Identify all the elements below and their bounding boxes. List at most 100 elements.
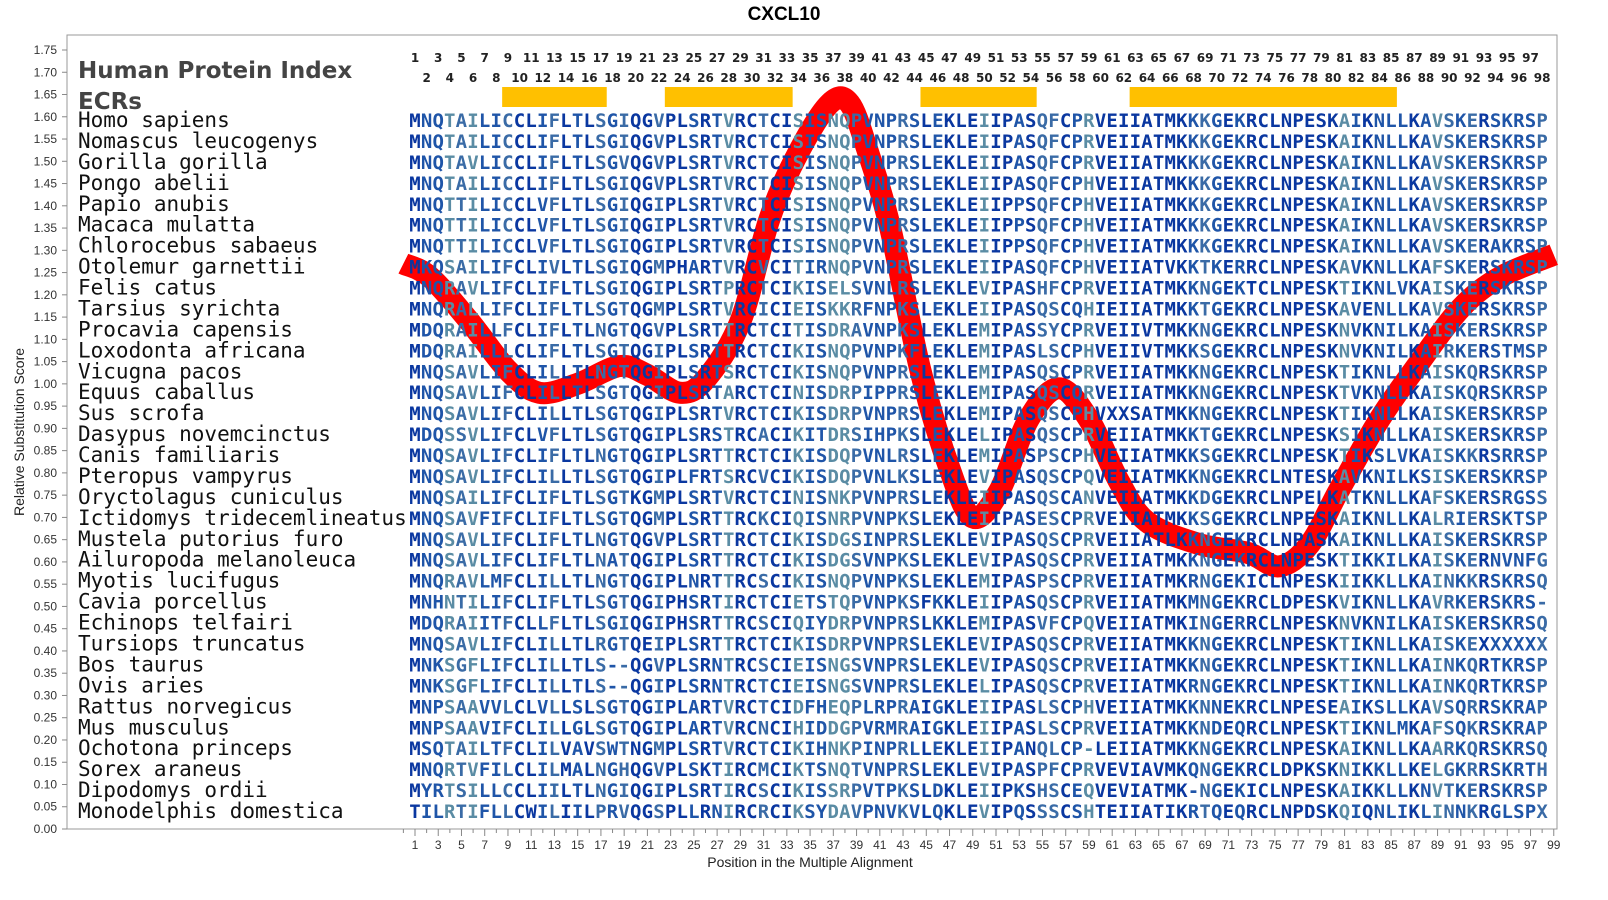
residue: K: [1327, 508, 1339, 530]
species-label: Echinops telfairi: [78, 611, 293, 635]
residue: P: [1536, 508, 1547, 530]
x-tick-label: 5: [458, 838, 465, 852]
residue: Q: [630, 675, 641, 697]
residue: P: [1292, 550, 1303, 572]
residue: K: [1409, 278, 1421, 300]
residue: I: [990, 592, 1001, 614]
residue: K: [793, 780, 805, 802]
residue: Q: [432, 403, 443, 425]
residue: I: [804, 236, 815, 258]
residue: L: [1385, 424, 1396, 446]
residue: P: [851, 738, 862, 760]
residue: S: [1048, 445, 1059, 467]
residue: L: [479, 215, 490, 237]
residue: E: [967, 110, 978, 132]
residue: S: [1048, 592, 1059, 614]
top-position-label: 23: [662, 51, 679, 65]
residue: A: [456, 152, 468, 174]
residue: L: [479, 403, 490, 425]
top-position-label: 37: [825, 51, 842, 65]
residue: T: [1339, 278, 1350, 300]
residue: S: [444, 675, 455, 697]
residue: K: [1501, 110, 1513, 132]
residue: L: [1269, 152, 1280, 174]
residue: E: [1106, 194, 1117, 216]
residue: L: [502, 696, 513, 718]
residue: E: [967, 236, 978, 258]
residue: A: [1141, 780, 1153, 802]
residue: K: [944, 215, 956, 237]
residue: M: [409, 257, 420, 279]
residue: Q: [630, 424, 641, 446]
residue: P: [1536, 424, 1547, 446]
residue: N: [711, 654, 722, 676]
residue: A: [1420, 110, 1432, 132]
residue: S: [1037, 801, 1048, 823]
residue: N: [1455, 801, 1466, 823]
residue: L: [955, 424, 966, 446]
residue: Q: [1037, 424, 1048, 446]
residue: D: [1281, 759, 1292, 781]
x-tick-label: 13: [548, 838, 562, 852]
residue: R: [700, 654, 712, 676]
residue: M: [1397, 717, 1408, 739]
residue: P: [851, 717, 862, 739]
residue: P: [1292, 215, 1303, 237]
y-tick-label: 0.00: [34, 822, 58, 836]
y-tick-label: 1.20: [34, 288, 58, 302]
residue: P: [1292, 654, 1303, 676]
residue: L: [920, 173, 931, 195]
y-tick-label: 1.05: [34, 355, 58, 369]
residue: K: [897, 592, 909, 614]
residue: P: [665, 215, 676, 237]
residue: S: [1525, 780, 1536, 802]
residue: L: [920, 110, 931, 132]
residue: P: [1002, 236, 1013, 258]
residue: M: [1165, 424, 1176, 446]
residue: L: [479, 110, 490, 132]
residue: K: [1501, 382, 1513, 404]
top-position-label: 35: [802, 51, 819, 65]
residue: T: [1153, 340, 1164, 362]
residue: A: [1339, 780, 1351, 802]
x-tick-label: 55: [1036, 838, 1050, 852]
residue: V: [1397, 445, 1408, 467]
residue: R: [700, 738, 712, 760]
residue: I: [781, 194, 792, 216]
residue: I: [491, 173, 502, 195]
residue: N: [1281, 236, 1292, 258]
residue: N: [1281, 152, 1292, 174]
residue: P: [1536, 403, 1547, 425]
residue: K: [1176, 613, 1188, 635]
residue: V: [1501, 550, 1512, 572]
residue: N: [1374, 592, 1385, 614]
residue: E: [1467, 550, 1478, 572]
residue: S: [688, 592, 699, 614]
residue: L: [584, 487, 595, 509]
residue: I: [491, 110, 502, 132]
residue: V: [1095, 466, 1106, 488]
residue: V: [1095, 675, 1106, 697]
residue: A: [1141, 675, 1153, 697]
residue: P: [665, 236, 676, 258]
residue: N: [874, 131, 885, 153]
residue: L: [479, 780, 490, 802]
x-tick-label: 43: [896, 838, 910, 852]
residue: P: [1072, 194, 1083, 216]
residue: P: [886, 152, 897, 174]
residue: S: [688, 173, 699, 195]
residue: L: [1269, 571, 1280, 593]
residue: L: [676, 550, 687, 572]
residue: Q: [1083, 466, 1094, 488]
residue: P: [1002, 759, 1013, 781]
residue: L: [920, 215, 931, 237]
residue: V: [862, 487, 873, 509]
residue: S: [1316, 424, 1327, 446]
residue: R: [1513, 466, 1525, 488]
residue: I: [1130, 592, 1141, 614]
residue: I: [467, 801, 478, 823]
residue: L: [525, 403, 536, 425]
residue: S: [1443, 403, 1454, 425]
residue: R: [700, 675, 712, 697]
y-tick-label: 0.80: [34, 466, 58, 480]
